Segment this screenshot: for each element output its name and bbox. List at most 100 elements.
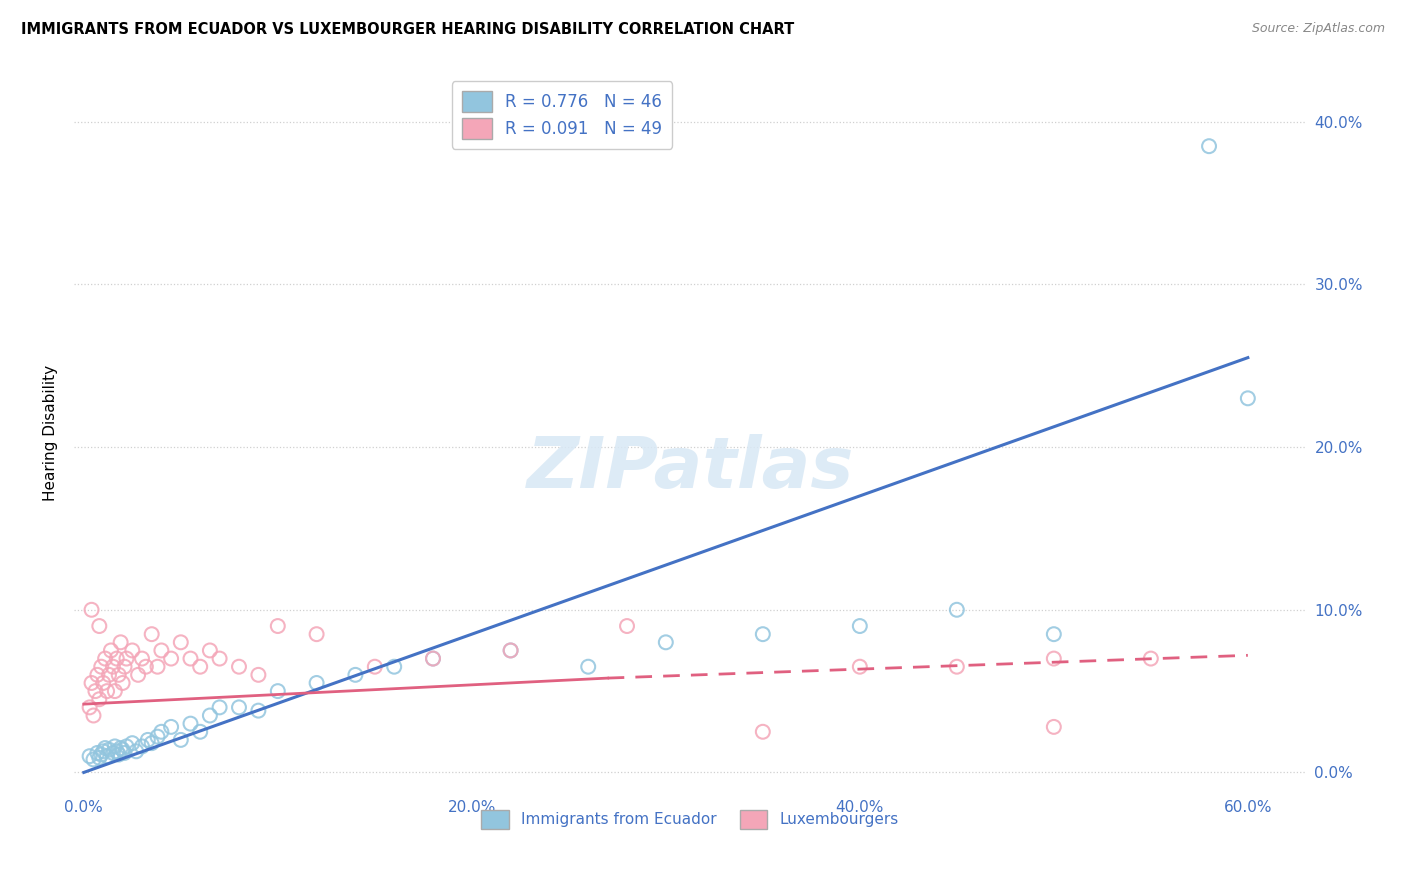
Point: [111, 676, 134, 690]
Point: [110, 741, 132, 756]
Point: [576, 659, 599, 673]
Point: [94, 651, 117, 665]
Point: [111, 742, 134, 756]
Point: [305, 627, 328, 641]
Point: [267, 619, 290, 633]
Point: [79, 749, 101, 764]
Point: [131, 651, 153, 665]
Point: [208, 651, 231, 665]
Point: [125, 744, 148, 758]
Point: [247, 704, 270, 718]
Point: [131, 739, 153, 754]
Point: [141, 627, 163, 641]
Y-axis label: Hearing Disability: Hearing Disability: [44, 365, 58, 500]
Point: [946, 603, 969, 617]
Point: [179, 651, 201, 665]
Point: [655, 635, 678, 649]
Point: [208, 700, 231, 714]
Point: [89, 751, 111, 765]
Point: [104, 684, 127, 698]
Point: [104, 739, 127, 754]
Point: [105, 744, 128, 758]
Point: [422, 651, 444, 665]
Point: [170, 732, 193, 747]
Point: [946, 659, 969, 673]
Point: [107, 668, 129, 682]
Point: [121, 643, 143, 657]
Point: [849, 659, 872, 673]
Point: [80, 603, 103, 617]
Point: [115, 739, 138, 754]
Point: [98, 668, 121, 682]
Point: [305, 676, 328, 690]
Point: [382, 659, 405, 673]
Point: [121, 736, 143, 750]
Point: [98, 742, 121, 756]
Point: [90, 659, 112, 673]
Point: [1140, 651, 1163, 665]
Point: [1043, 627, 1066, 641]
Point: [82, 708, 104, 723]
Point: [89, 619, 111, 633]
Point: [150, 724, 173, 739]
Point: [1237, 392, 1260, 406]
Text: IMMIGRANTS FROM ECUADOR VS LUXEMBOURGER HEARING DISABILITY CORRELATION CHART: IMMIGRANTS FROM ECUADOR VS LUXEMBOURGER …: [21, 22, 794, 37]
Point: [267, 684, 290, 698]
Point: [247, 668, 270, 682]
Point: [198, 708, 221, 723]
Point: [82, 752, 104, 766]
Point: [849, 619, 872, 633]
Point: [499, 643, 522, 657]
Text: ZIPatlas: ZIPatlas: [526, 434, 853, 503]
Point: [752, 627, 775, 641]
Point: [136, 732, 159, 747]
Point: [228, 700, 250, 714]
Point: [135, 659, 157, 673]
Point: [91, 744, 114, 758]
Text: Source: ZipAtlas.com: Source: ZipAtlas.com: [1251, 22, 1385, 36]
Point: [228, 659, 250, 673]
Point: [114, 659, 136, 673]
Point: [115, 651, 138, 665]
Point: [107, 747, 129, 762]
Point: [499, 643, 522, 657]
Point: [146, 659, 169, 673]
Point: [101, 659, 124, 673]
Point: [160, 651, 183, 665]
Point: [188, 724, 211, 739]
Point: [114, 746, 136, 760]
Point: [616, 619, 638, 633]
Point: [364, 659, 387, 673]
Point: [146, 730, 169, 744]
Point: [1043, 720, 1066, 734]
Point: [141, 736, 163, 750]
Point: [1198, 139, 1220, 153]
Point: [198, 643, 221, 657]
Point: [127, 668, 149, 682]
Point: [110, 635, 132, 649]
Point: [344, 668, 367, 682]
Point: [188, 659, 211, 673]
Point: [101, 746, 124, 760]
Point: [90, 747, 112, 762]
Point: [94, 741, 117, 756]
Point: [96, 749, 118, 764]
Point: [84, 684, 107, 698]
Point: [150, 643, 173, 657]
Point: [160, 720, 183, 734]
Point: [179, 716, 201, 731]
Point: [1043, 651, 1066, 665]
Point: [422, 651, 444, 665]
Point: [89, 692, 111, 706]
Point: [105, 651, 128, 665]
Point: [100, 643, 122, 657]
Point: [79, 700, 101, 714]
Point: [96, 684, 118, 698]
Point: [170, 635, 193, 649]
Point: [80, 676, 103, 690]
Point: [91, 676, 114, 690]
Point: [86, 668, 108, 682]
Legend: Immigrants from Ecuador, Luxembourgers: Immigrants from Ecuador, Luxembourgers: [475, 804, 905, 835]
Point: [86, 746, 108, 760]
Point: [752, 724, 775, 739]
